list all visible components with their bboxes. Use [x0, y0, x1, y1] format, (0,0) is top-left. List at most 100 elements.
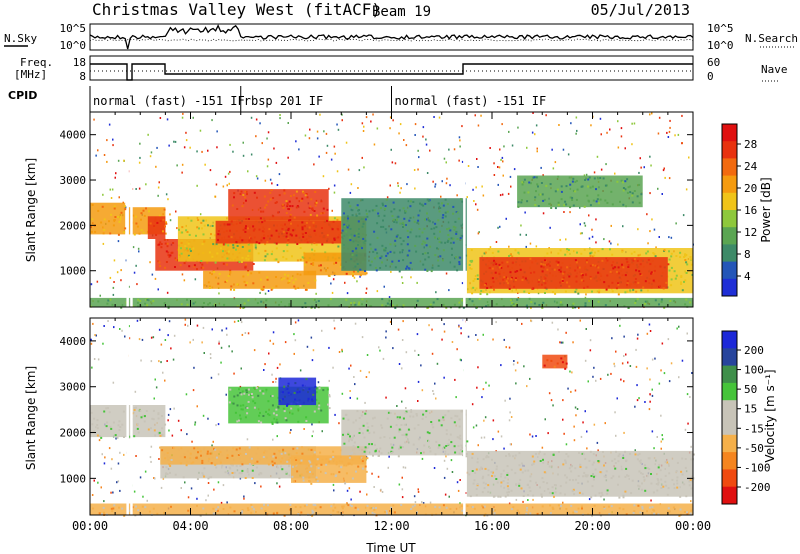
scatter-cell: [213, 488, 215, 491]
echo-cell: [300, 511, 303, 514]
echo-cell: [313, 410, 316, 413]
echo-cell: [540, 283, 543, 286]
echo-cell: [253, 191, 256, 194]
echo-cell: [572, 204, 575, 207]
scatter-cell: [619, 324, 621, 327]
echo-cell: [240, 472, 243, 475]
scatter-cell: [508, 346, 511, 349]
echo-cell: [212, 512, 215, 515]
scatter-cell: [134, 390, 137, 393]
echo-cell: [313, 242, 316, 245]
echo-cell: [598, 492, 601, 495]
echo-cell: [383, 214, 386, 217]
echo-cell: [322, 389, 325, 392]
echo-cell: [470, 249, 473, 252]
echo-cell: [555, 260, 558, 263]
scatter-cell: [401, 488, 404, 491]
echo-cell: [136, 423, 139, 426]
echo-cell: [260, 239, 263, 242]
echo-cell: [344, 482, 347, 485]
echo-cell: [175, 259, 178, 261]
echo-cell: [525, 509, 528, 512]
echo-cell: [362, 237, 365, 240]
scatter-cell: [341, 348, 343, 351]
scatter-cell: [460, 359, 462, 362]
scatter-cell: [150, 460, 152, 463]
echo-cell: [650, 272, 653, 275]
echo-cell: [572, 479, 574, 482]
echo-cell: [287, 391, 290, 394]
scatter-cell: [175, 210, 177, 213]
echo-cell: [611, 264, 613, 267]
scatter-cell: [346, 502, 348, 505]
echo-cell: [260, 210, 262, 213]
echo-cell: [450, 417, 453, 420]
echo-cell: [246, 193, 248, 196]
echo-cell: [481, 477, 484, 480]
scatter-cell: [167, 334, 169, 337]
echo-cell: [638, 485, 641, 488]
echo-cell: [460, 444, 463, 447]
echo-cell: [646, 467, 649, 469]
echo-cell: [186, 298, 188, 301]
echo-cell: [383, 436, 386, 438]
echo-cell: [679, 508, 682, 511]
echo-cell: [459, 437, 462, 440]
echo-cell: [691, 475, 694, 478]
echo-cell: [208, 251, 211, 254]
scatter-cell: [690, 445, 692, 448]
echo-cell: [652, 279, 655, 282]
scatter-cell: [383, 285, 385, 288]
scatter-cell: [111, 458, 113, 461]
scatter-cell: [550, 399, 553, 402]
echo-cell: [381, 426, 384, 429]
scatter-cell: [435, 291, 437, 294]
echo-cell: [257, 252, 260, 255]
echo-cell: [142, 414, 144, 417]
scatter-cell: [509, 411, 511, 414]
echo-cell: [632, 511, 635, 514]
scatter-cell: [473, 200, 475, 202]
echo-cell: [451, 253, 453, 256]
echo-cell: [518, 464, 521, 467]
scatter-cell: [171, 434, 174, 437]
scatter-cell: [322, 175, 325, 178]
echo-cell: [351, 253, 354, 256]
echo-cell: [427, 440, 430, 443]
scatter-cell: [112, 286, 115, 289]
echo-cell: [293, 285, 296, 288]
echo-cell: [401, 446, 404, 448]
echo-cell: [229, 506, 232, 509]
scatter-cell: [446, 177, 448, 180]
echo-cell: [426, 431, 429, 434]
echo-cell: [215, 243, 218, 246]
echo-cell: [491, 267, 494, 270]
echo-cell: [117, 233, 120, 236]
scatter-cell: [151, 273, 154, 276]
echo-cell: [570, 470, 573, 473]
echo-cell: [161, 433, 164, 436]
echo-cell: [315, 243, 318, 246]
scatter-cell: [267, 131, 270, 134]
scatter-cell: [457, 489, 460, 492]
echo-cell: [616, 180, 619, 183]
echo-cell: [549, 512, 552, 515]
x-tick-label: 00:00: [72, 519, 108, 533]
echo-cell: [362, 222, 365, 225]
echo-cell: [246, 412, 249, 415]
x-tick-label: 20:00: [574, 519, 610, 533]
scatter-cell: [410, 276, 412, 279]
echo-cell: [380, 255, 383, 258]
scatter-cell: [579, 206, 581, 209]
y-tick-label: 2000: [60, 219, 87, 232]
scatter-cell: [279, 114, 281, 116]
echo-cell: [202, 233, 205, 236]
echo-cell: [138, 232, 141, 235]
echo-cell: [458, 263, 461, 266]
echo-cell: [311, 248, 314, 251]
echo-cell: [109, 425, 112, 428]
echo-cell: [161, 449, 164, 452]
echo-cell: [374, 266, 377, 269]
scatter-cell: [271, 373, 273, 376]
echo-cell: [577, 292, 580, 295]
